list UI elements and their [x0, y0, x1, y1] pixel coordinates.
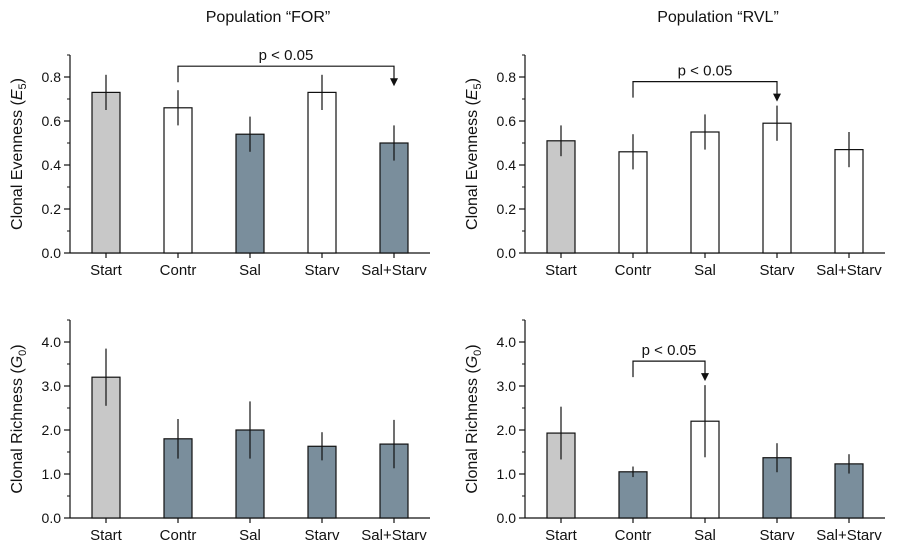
y-tick-label: 0.0 — [42, 510, 62, 526]
y-axis-label: Clonal Evenness (E5) — [9, 78, 29, 230]
col-title-rvl: Population “RVL” — [657, 9, 779, 26]
arrowhead-down-icon — [390, 78, 398, 87]
significance-bracket: p < 0.05 — [177, 47, 398, 87]
chart-panel-bottom-right: 0.0 1.0 2.0 3.0 4.0 Clonal Richness (G0) Start… — [464, 319, 885, 544]
p-value-label: p < 0.05 — [678, 63, 733, 80]
y-axis-label: Clonal Richness (G0) — [9, 344, 29, 493]
bracket-line — [632, 360, 706, 378]
x-tick-label: Sal — [694, 262, 716, 279]
chart-panel-bottom-left: 0.0 1.0 2.0 3.0 4.0 Clonal Richness (G0) Start… — [9, 319, 430, 544]
x-tick-label: Contr — [160, 527, 197, 544]
bar — [163, 107, 193, 254]
bar — [91, 91, 121, 254]
y-tick-label: 0.0 — [42, 245, 62, 261]
y-tick-label: 3.0 — [42, 378, 62, 394]
y-tick-label: 0.0 — [497, 510, 517, 526]
y-tick-label: 0.2 — [497, 201, 517, 217]
x-tick-label: Starv — [304, 262, 340, 279]
significance-bracket: p < 0.05 — [632, 342, 709, 382]
y-tick-label: 0.4 — [497, 157, 517, 173]
y-tick-label: 4.0 — [42, 334, 62, 350]
bar — [235, 133, 265, 254]
y-tick-label: 0.4 — [42, 157, 62, 173]
bar — [690, 131, 720, 254]
x-tick-label: Sal+Starv — [816, 262, 882, 279]
x-tick-label: Sal — [239, 527, 261, 544]
bracket-line — [632, 81, 778, 98]
chart-panel-top-left: 0.0 0.2 0.4 0.6 0.8 Clonal Evenness (E5) Start… — [9, 47, 430, 279]
y-tick-label: 0.8 — [42, 69, 62, 85]
y-tick-label: 3.0 — [497, 378, 517, 394]
x-tick-label: Start — [545, 527, 578, 544]
x-tick-label: Sal+Starv — [816, 527, 882, 544]
bar — [618, 471, 648, 519]
p-value-label: p < 0.05 — [642, 342, 697, 359]
x-tick-label: Contr — [160, 262, 197, 279]
y-tick-label: 0.2 — [42, 201, 62, 217]
p-value-label: p < 0.05 — [259, 47, 314, 64]
x-tick-label: Start — [545, 262, 578, 279]
y-tick-label: 1.0 — [497, 466, 517, 482]
y-tick-label: 2.0 — [497, 422, 517, 438]
x-tick-label: Sal — [239, 262, 261, 279]
y-tick-label: 0.6 — [497, 113, 517, 129]
arrowhead-down-icon — [701, 373, 709, 382]
y-tick-label: 1.0 — [42, 466, 62, 482]
x-tick-label: Sal+Starv — [361, 527, 427, 544]
y-tick-label: 2.0 — [42, 422, 62, 438]
y-axis-label: Clonal Richness (G0) — [464, 344, 484, 493]
chart-panel-top-right: 0.0 0.2 0.4 0.6 0.8 Clonal Evenness (E5) Start… — [464, 54, 885, 279]
col-title-for: Population “FOR” — [206, 9, 331, 26]
bar — [546, 140, 576, 254]
y-tick-label: 0.6 — [42, 113, 62, 129]
x-tick-label: Start — [90, 262, 123, 279]
bracket-line — [177, 65, 395, 83]
x-tick-label: Start — [90, 527, 123, 544]
x-tick-label: Starv — [759, 262, 795, 279]
x-tick-label: Contr — [615, 262, 652, 279]
x-tick-label: Contr — [615, 527, 652, 544]
x-tick-label: Starv — [304, 527, 340, 544]
x-tick-label: Sal+Starv — [361, 262, 427, 279]
bar — [307, 91, 337, 254]
significance-bracket: p < 0.05 — [632, 63, 781, 102]
bar — [762, 122, 792, 254]
y-tick-label: 0.8 — [497, 69, 517, 85]
x-tick-label: Sal — [694, 527, 716, 544]
y-axis-label: Clonal Evenness (E5) — [464, 78, 484, 230]
y-tick-label: 0.0 — [497, 245, 517, 261]
arrowhead-down-icon — [773, 93, 781, 102]
y-tick-label: 4.0 — [497, 334, 517, 350]
x-tick-label: Starv — [759, 527, 795, 544]
